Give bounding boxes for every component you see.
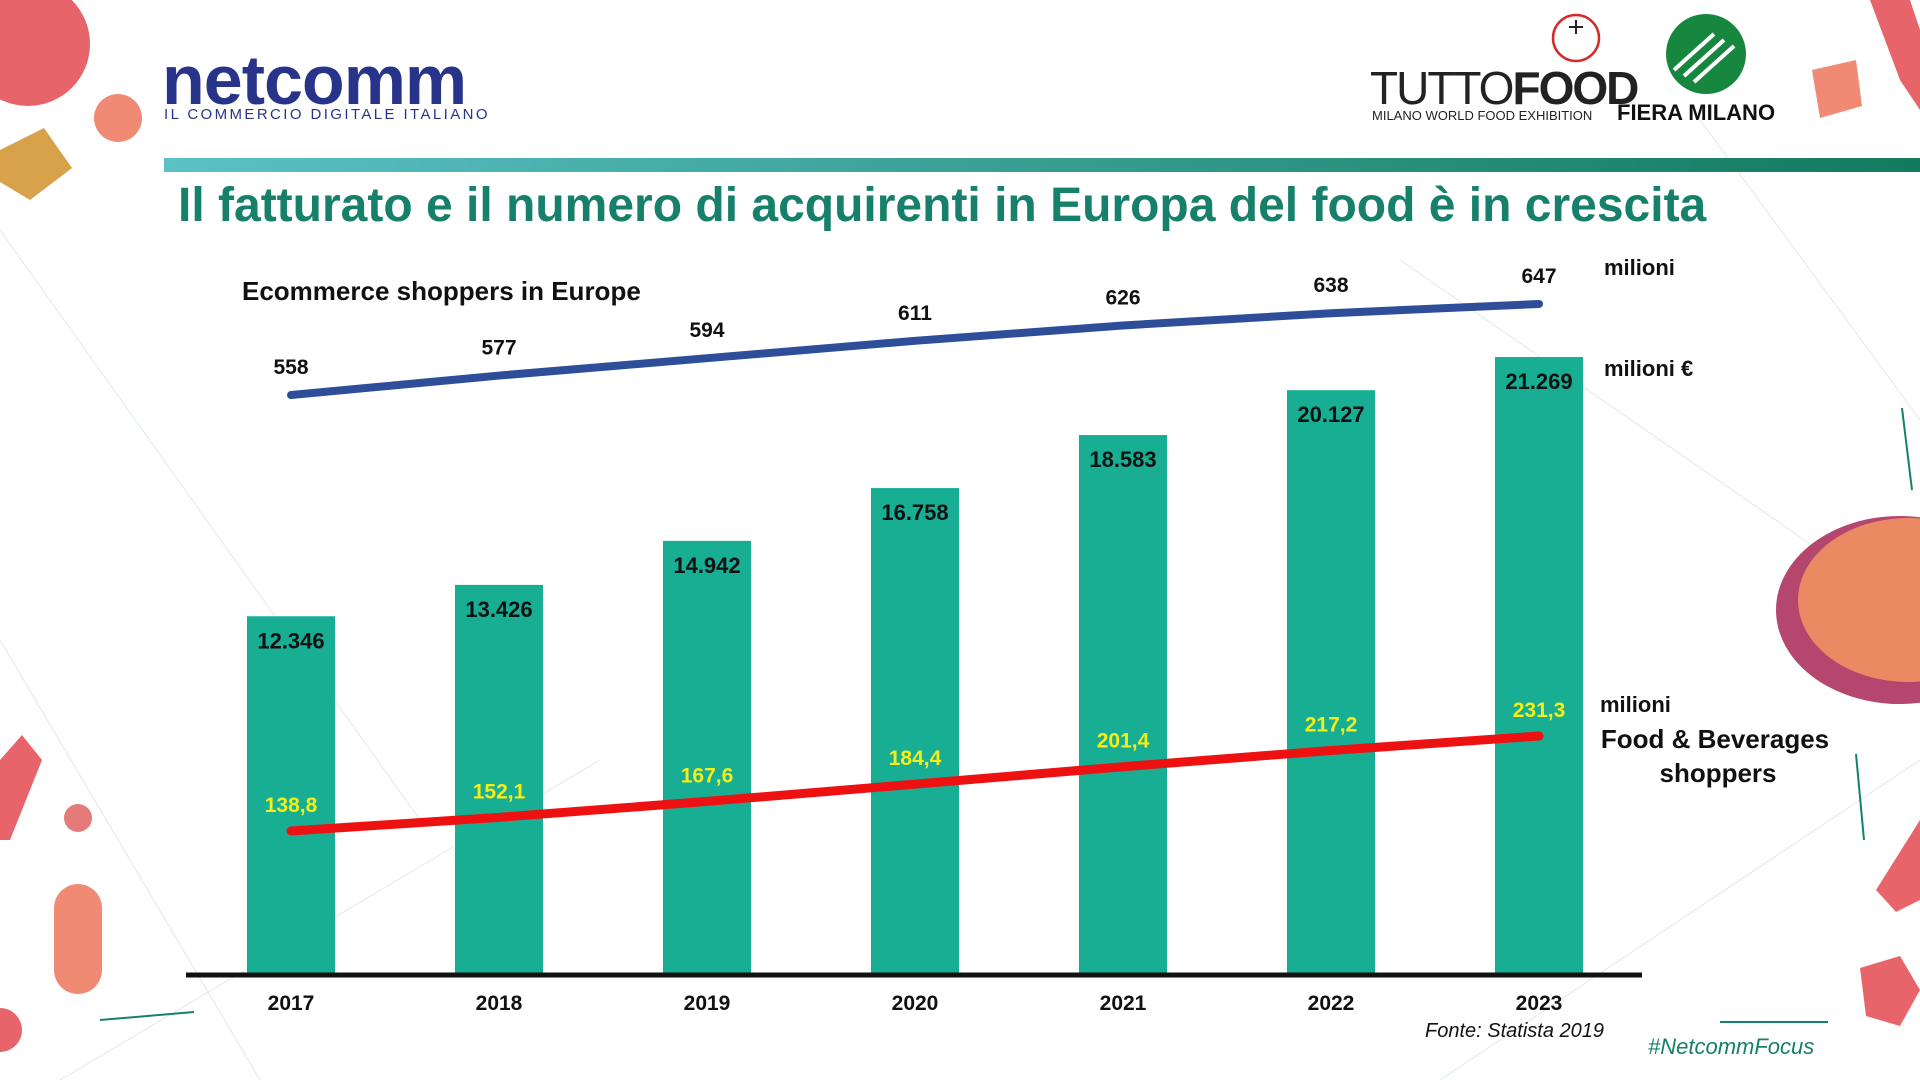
tuttofood-logo-bold: FOOD (1512, 62, 1639, 114)
fb-label-2017: 138,8 (265, 794, 318, 817)
bar-label-2019: 14.942 (673, 553, 740, 578)
fiera-milano-logo-text: FIERA MILANO (1617, 100, 1776, 125)
shoppers-label-2018: 577 (481, 337, 516, 360)
decor-shape-bar-left (0, 735, 42, 840)
decor-shape-disc-right-top (1798, 518, 1920, 682)
shoppers-label-2019: 594 (689, 319, 724, 342)
shoppers-label-2020: 611 (898, 302, 932, 325)
shoppers-label-2022: 638 (1313, 274, 1348, 297)
shoppers-series-name: Ecommerce shoppers in Europe (242, 276, 641, 306)
bar-label-2023: 21.269 (1505, 369, 1572, 394)
fb-series-name-line1: Food & Beverages (1601, 724, 1829, 754)
decor-shape-top-left (0, 0, 90, 106)
netcomm-logo: netcomm (162, 40, 467, 120)
decor-line-right-2 (1855, 753, 1865, 841)
tuttofood-logo: TUTTOFOOD (1370, 62, 1639, 114)
bar-2020 (871, 488, 959, 975)
header-divider (164, 158, 1920, 172)
fiera-milano-emblem-icon (1666, 14, 1746, 94)
tuttofood-logo-light: TUTTO (1370, 62, 1514, 114)
x-tick-2021: 2021 (1100, 992, 1147, 1015)
bar-label-2021: 18.583 (1089, 447, 1156, 472)
bar-label-2022: 20.127 (1297, 402, 1364, 427)
x-tick-2023: 2023 (1516, 992, 1563, 1015)
bar-label-2018: 13.426 (465, 597, 532, 622)
decor-shape-cube-left (0, 128, 72, 200)
hashtag-link[interactable]: #NetcommFocus (1648, 1034, 1815, 1059)
netcomm-logo-text: netcomm (162, 41, 467, 119)
bar-2019 (663, 540, 751, 975)
bar-label-2020: 16.758 (881, 500, 948, 525)
decor-line-right (1901, 407, 1913, 491)
fb-label-2021: 201,4 (1097, 730, 1150, 753)
bar-2023 (1495, 357, 1583, 975)
bar-label-2017: 12.346 (257, 628, 324, 653)
page-title: Il fatturato e il numero di acquirenti i… (178, 179, 1707, 232)
decor-shape-bar-right (1876, 820, 1920, 912)
bar-2018 (455, 584, 543, 975)
bar-2022 (1287, 390, 1375, 975)
decor-shape-bottom-left (0, 1008, 22, 1052)
decor-shape-cylinder-left (54, 884, 102, 994)
decor-shape-dot-left (64, 804, 92, 832)
decor-shape-top-right (1870, 0, 1920, 110)
shoppers-unit-label: milioni (1604, 255, 1675, 280)
shoppers-label-2021: 626 (1105, 286, 1140, 309)
tuttofood-tagline: MILANO WORLD FOOD EXHIBITION (1372, 108, 1593, 123)
bar-unit-label: milioni € (1604, 356, 1693, 381)
source-note: Fonte: Statista 2019 (1424, 1020, 1604, 1042)
shoppers-label-2023: 647 (1521, 265, 1556, 288)
fb-label-2020: 184,4 (889, 747, 942, 770)
shoppers-label-2017: 558 (273, 356, 308, 379)
x-tick-2020: 2020 (892, 992, 939, 1015)
decor-shape-cube-bottom-right (1860, 956, 1920, 1026)
x-tick-2022: 2022 (1308, 992, 1355, 1015)
fb-series-name-line2: shoppers (1659, 758, 1776, 788)
fb-label-2018: 152,1 (473, 780, 526, 803)
x-tick-2017: 2017 (268, 992, 315, 1015)
decor-shape-cube-right (1812, 60, 1862, 118)
decor-line-bottom-left (99, 1011, 195, 1021)
decor-shape-small-left (94, 94, 142, 142)
fb-label-2022: 217,2 (1305, 713, 1358, 736)
fb-unit-label: milioni (1600, 692, 1671, 717)
x-tick-2019: 2019 (684, 992, 731, 1015)
fb-label-2019: 167,6 (681, 764, 734, 787)
netcomm-tagline: IL COMMERCIO DIGITALE ITALIANO (164, 106, 490, 123)
tuttofood-emblem-icon (1551, 13, 1601, 63)
fb-label-2023: 231,3 (1513, 699, 1566, 722)
bar-2017 (247, 616, 335, 975)
x-tick-2018: 2018 (476, 992, 523, 1015)
bar-2021 (1079, 435, 1167, 975)
